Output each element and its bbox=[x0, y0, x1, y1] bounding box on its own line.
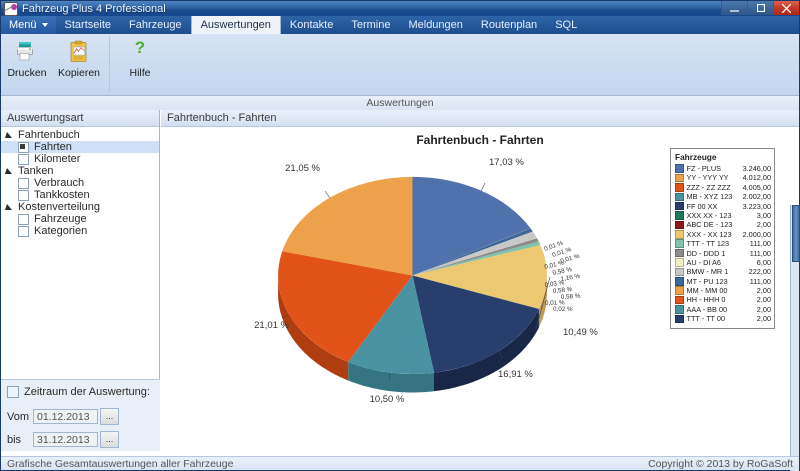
svg-text:21,01 %: 21,01 % bbox=[254, 320, 289, 331]
svg-text:16,91 %: 16,91 % bbox=[498, 369, 533, 380]
svg-text:17,03 %: 17,03 % bbox=[489, 157, 524, 168]
svg-text:0,02 %: 0,02 % bbox=[553, 306, 573, 313]
svg-text:21,05 %: 21,05 % bbox=[285, 163, 320, 174]
svg-text:10,49 %: 10,49 % bbox=[563, 327, 598, 338]
svg-text:?: ? bbox=[135, 38, 145, 57]
svg-text:10,50 %: 10,50 % bbox=[370, 394, 405, 405]
